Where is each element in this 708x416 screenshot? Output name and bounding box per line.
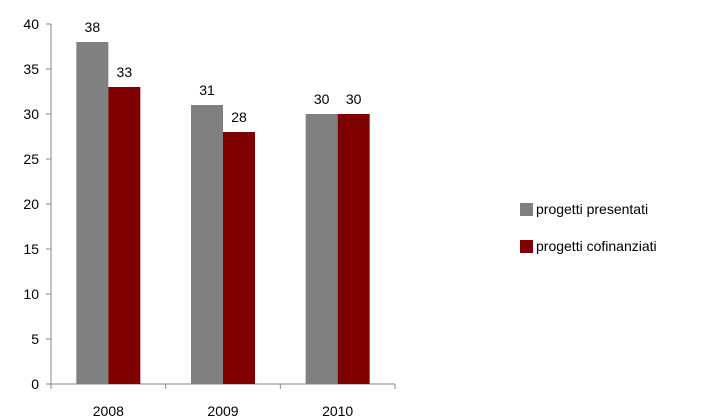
legend-item-progetti-cofinanziati: progetti cofinanziati	[520, 238, 657, 254]
legend-label-progetti-presentati: progetti presentati	[536, 201, 648, 217]
y-tick-label: 15	[23, 241, 39, 257]
legend-swatch-progetti-presentati	[520, 203, 533, 216]
bar	[223, 132, 255, 384]
y-tick-label: 20	[23, 196, 39, 212]
data-label: 31	[199, 82, 215, 98]
legend-swatch-progetti-cofinanziati	[520, 240, 533, 253]
y-tick-label: 35	[23, 61, 39, 77]
data-label: 28	[231, 109, 247, 125]
legend-item-progetti-presentati: progetti presentati	[520, 201, 657, 217]
data-label: 38	[85, 19, 101, 35]
y-tick-label: 30	[23, 106, 39, 122]
data-label: 30	[314, 91, 330, 107]
bar	[76, 42, 108, 384]
y-tick-label: 40	[23, 16, 39, 32]
chart-legend: progetti presentati progetti cofinanziat…	[520, 201, 657, 275]
x-tick-label: 2008	[93, 403, 124, 416]
x-tick-label: 2009	[207, 403, 238, 416]
y-tick-label: 10	[23, 286, 39, 302]
x-axis: 2008 2009 2010	[51, 384, 395, 416]
y-axis: 0 5 10 15 20 25 30 35 40	[23, 16, 51, 392]
data-label: 30	[346, 91, 362, 107]
bar	[191, 105, 223, 384]
bar	[338, 114, 370, 384]
y-tick-label: 5	[31, 331, 39, 347]
y-tick-label: 0	[31, 376, 39, 392]
x-tick-label: 2010	[322, 403, 353, 416]
bar	[306, 114, 338, 384]
legend-label-progetti-cofinanziati: progetti cofinanziati	[536, 238, 657, 254]
y-tick-label: 25	[23, 151, 39, 167]
data-label: 33	[117, 64, 133, 80]
bar	[108, 87, 140, 384]
